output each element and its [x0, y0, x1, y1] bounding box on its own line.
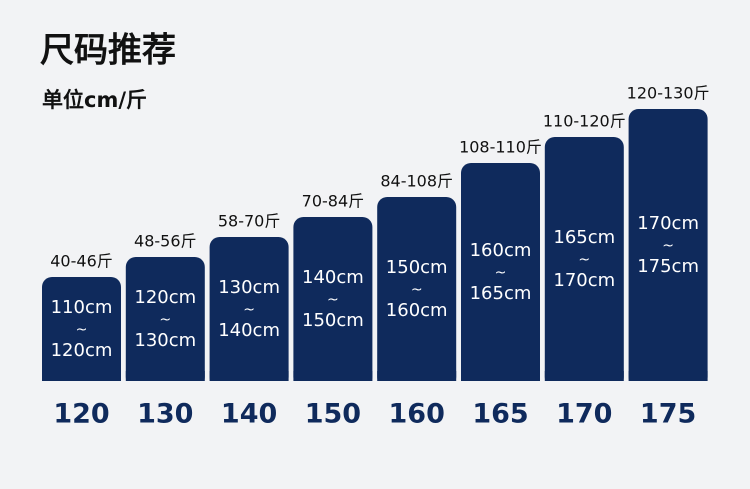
size-bar-base [544, 371, 624, 381]
height-separator: ~ [411, 282, 423, 298]
size-bar-base [293, 371, 373, 381]
weight-label: 48-56斤 [134, 232, 197, 251]
height-separator: ~ [327, 292, 339, 308]
height-from: 120cm [134, 287, 196, 308]
weight-label: 70-84斤 [302, 192, 365, 211]
size-bar-base [461, 371, 540, 381]
size-bar [461, 163, 540, 387]
bar-mask [40, 381, 123, 389]
height-to: 170cm [553, 270, 615, 291]
bar-mask [123, 381, 207, 389]
weight-label: 110-120斤 [543, 112, 626, 131]
size-bar [42, 277, 121, 387]
size-label: 165 [472, 399, 528, 430]
size-bar-base [377, 371, 457, 381]
height-from: 110cm [51, 297, 113, 318]
height-separator: ~ [76, 322, 88, 338]
height-from: 130cm [218, 277, 280, 298]
height-to: 120cm [51, 340, 113, 361]
weight-label: 58-70斤 [218, 212, 281, 231]
unit: 单位cm/斤 [42, 88, 147, 112]
size-bar-base [628, 371, 708, 381]
size-label: 175 [640, 399, 696, 430]
height-to: 150cm [302, 310, 364, 331]
height-to: 175cm [637, 256, 699, 277]
bar-mask [291, 381, 375, 389]
size-label: 140 [221, 399, 277, 430]
height-from: 140cm [302, 267, 364, 288]
height-from: 160cm [470, 240, 532, 261]
size-label: 150 [305, 399, 361, 430]
size-label: 170 [556, 399, 612, 430]
size-bar-base [125, 371, 205, 381]
height-separator: ~ [159, 312, 171, 328]
height-from: 170cm [637, 213, 699, 234]
bar-mask [375, 381, 459, 389]
height-from: 165cm [553, 227, 615, 248]
height-to: 160cm [386, 300, 448, 321]
bar-mask [626, 381, 710, 389]
size-label: 160 [389, 399, 445, 430]
size-bar-base [42, 371, 121, 381]
title: 尺码推荐 [40, 31, 176, 71]
size-bar-base [209, 371, 289, 381]
height-separator: ~ [578, 252, 590, 268]
bar-mask [207, 381, 291, 389]
bar-mask [459, 381, 542, 389]
size-bar [125, 257, 205, 387]
weight-label: 40-46斤 [50, 252, 113, 271]
height-separator: ~ [662, 238, 674, 254]
height-to: 130cm [134, 330, 196, 351]
height-separator: ~ [495, 265, 507, 281]
height-to: 165cm [470, 283, 532, 304]
size-bar [628, 109, 708, 387]
size-bar [377, 197, 457, 387]
height-separator: ~ [243, 302, 255, 318]
size-label: 120 [53, 399, 109, 430]
size-bar [293, 217, 373, 387]
height-from: 150cm [386, 257, 448, 278]
size-bar [209, 237, 289, 387]
weight-label: 108-110斤 [459, 138, 542, 157]
size-label: 130 [137, 399, 193, 430]
weight-label: 84-108斤 [380, 172, 453, 191]
bar-mask [542, 381, 626, 389]
weight-label: 120-130斤 [627, 84, 710, 103]
height-to: 140cm [218, 320, 280, 341]
size-bar [544, 137, 624, 387]
